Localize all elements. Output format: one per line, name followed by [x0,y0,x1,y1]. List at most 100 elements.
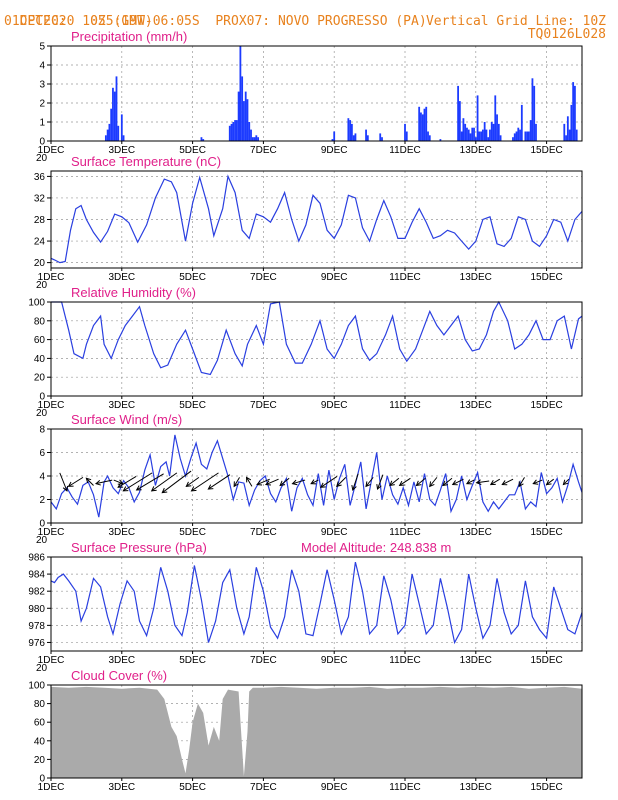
precip-bar [490,122,493,141]
x-tick-label: 3DEC [108,272,135,283]
panel-frame [50,684,583,779]
precip-bar [466,127,468,141]
precip-bar [257,137,259,141]
x-tick-label: 9DEC [321,527,348,538]
wind-arrow-head [319,482,326,488]
y-tick-label: 100 [28,681,45,692]
precip-bar [115,76,118,141]
precip-bar [471,127,474,141]
y-tick-label: 986 [28,553,45,564]
x-tick-label: 1DEC [38,145,65,156]
precip-bar [485,129,488,141]
precip-bar [248,122,251,141]
precip-bar [349,120,352,141]
precip-bar [379,133,382,141]
x-tick-label: 7DEC [250,272,277,283]
y-tick-label: 40 [34,736,46,747]
x-tick-label-cut: 20 [36,663,48,674]
panel-title: Surface Temperature (nC) [71,154,221,169]
wind-arrow-head [135,485,142,491]
y-tick-label: 40 [34,354,46,365]
y-tick-label: 60 [34,718,46,729]
precip-bar [428,135,431,141]
precip-bar [499,135,502,141]
precip-bar [497,123,500,141]
wind-arrow-shaft [490,478,501,486]
wind-arrow-shaft [186,476,200,487]
precip-bar [480,131,483,141]
y-tick-label: 20 [34,373,46,384]
x-tick-label: 15DEC [530,272,562,283]
wind-arrow-shaft [117,476,137,488]
wind-arrow-head [562,479,569,486]
wind-arrow-head [85,477,92,484]
model-altitude: Model Altitude: 248.838 m [301,540,451,555]
precip-bar [250,129,252,141]
panel-frame [50,556,583,652]
precip-bar [492,123,495,141]
x-tick-label: 5DEC [179,400,206,411]
series-line [50,434,583,518]
x-tick-label: 5DEC [179,527,206,538]
precip-bar [202,139,205,141]
header-org: CPTEC: [19,14,67,29]
y-tick-label: 20 [34,755,46,766]
precip-bar [234,120,236,141]
precip-bar [112,87,114,141]
wind-arrow-head [207,484,214,490]
wind-arrow-head [475,479,482,485]
wind-arrow-head [291,479,298,486]
header-left: CPTEC: 055:19W-06:05S PROX07: NOVO PROGR… [4,2,427,28]
wind-arrow-head [532,479,539,485]
x-tick-label: 13DEC [460,782,492,793]
precip-bar [405,131,408,141]
wind-arrow-shaft [518,477,525,487]
precip-bar [565,135,567,141]
x-tick-label: 11DEC [389,655,421,666]
wind-arrow-shaft [233,477,240,487]
panel-title: Surface Pressure (hPa) [71,540,207,555]
x-tick-label: 11DEC [389,527,421,538]
x-tick-label: 7DEC [250,782,277,793]
wind-arrow-head [246,476,252,483]
precip-bar [489,129,491,141]
wind-arrow-shaft [352,473,359,491]
x-tick-label: 13DEC [460,527,492,538]
precip-bar [365,129,367,141]
precip-bar [235,120,238,141]
y-tick-label: 28 [34,215,46,226]
wind-arrow-shaft [502,478,514,486]
precip-bar [563,123,566,141]
y-tick-label: 978 [28,621,45,632]
precip-bar [404,123,406,141]
panel-2 [47,170,583,271]
wind-arrow-shaft [161,470,192,494]
x-tick-label: 11DEC [389,400,421,411]
precip-bar [251,137,254,141]
precip-bar [104,135,107,141]
precip-bar [460,131,463,141]
wind-arrow-head [451,480,458,486]
x-tick-label: 1DEC [38,527,65,538]
wind-arrow-shaft [533,479,543,485]
y-tick-label: 4 [39,472,45,483]
wind-arrow-head [117,482,124,488]
precip-bar [519,129,521,141]
wind-arrow-shaft [365,477,374,487]
precip-bar [232,122,235,141]
y-tick-label: 5 [39,42,45,53]
wind-arrow-shaft [85,477,94,486]
series-line [51,300,583,376]
precip-bar [352,135,355,141]
wind-arrow-head [365,481,371,488]
wind-arrow-head [389,480,395,487]
wind-arrow-shaft [416,477,426,486]
precip-bar [566,116,569,141]
precip-bar [110,108,113,141]
x-tick-label: 1DEC [38,782,65,793]
wind-arrow-head [122,486,129,492]
precip-bar [439,139,442,141]
precip-bar [515,131,518,141]
wind-arrow-shaft [310,479,319,485]
